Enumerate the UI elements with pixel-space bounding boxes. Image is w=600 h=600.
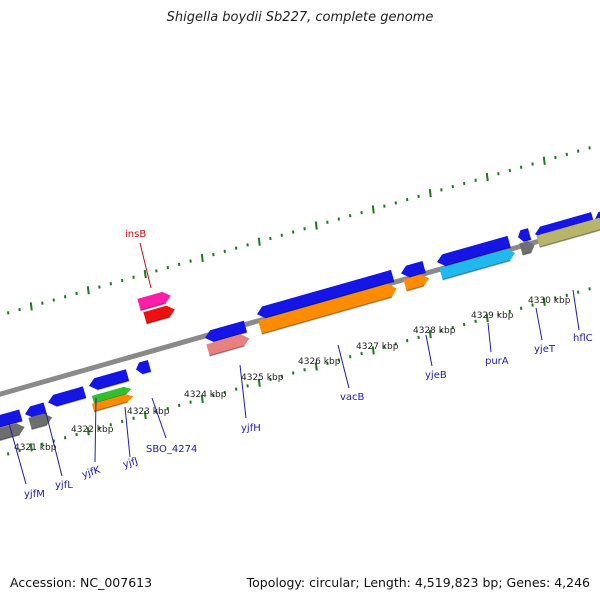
gene-label-purA: purA <box>485 356 509 367</box>
tick-mark <box>143 269 147 279</box>
leader-yjeB <box>425 334 433 367</box>
outer-tick-track <box>7 146 591 315</box>
tick-mark <box>428 189 432 198</box>
leader-yjfJ <box>124 406 131 458</box>
tick-mark <box>29 443 33 452</box>
leader-yjfH <box>239 364 247 419</box>
leader-SBO_4274 <box>151 397 167 439</box>
kbp-label-4321: 4321 kbp <box>14 443 57 453</box>
gene-arrow-pink[interactable] <box>206 333 251 357</box>
kbp-label-4328: 4328 kbp <box>413 326 456 336</box>
gene-arrow-orange-small[interactable] <box>91 392 135 413</box>
genome-summary-text: Topology: circular; Length: 4,519,823 bp… <box>246 575 590 590</box>
gene-arrow-vacB-orange[interactable] <box>258 282 398 335</box>
kbp-label-4330: 4330 kbp <box>528 296 571 306</box>
gene-label-yjfK: yjfK <box>81 465 103 481</box>
gene-arrow-SBO_4274[interactable] <box>134 359 152 375</box>
gene-label-SBO_4274: SBO_4274 <box>146 444 197 455</box>
tick-mark <box>86 286 90 295</box>
gene-label-yjeT: yjeT <box>534 344 556 355</box>
inner-tick-track <box>7 287 591 456</box>
tick-mark <box>257 237 261 246</box>
gene-arrow-yjeT-blue[interactable] <box>516 228 532 243</box>
tick-mark <box>371 205 375 214</box>
tick-mark <box>485 313 489 323</box>
kbp-label-4324: 4324 kbp <box>184 390 227 400</box>
gene-arrow-insB-magenta[interactable] <box>137 290 172 312</box>
leader-hflC <box>572 289 580 331</box>
gene-label-yjfH: yjfH <box>241 423 261 434</box>
kbp-label-4322: 4322 kbp <box>71 425 114 435</box>
accession-text: Accession: NC_007613 <box>10 575 153 590</box>
gene-label-yjeB: yjeB <box>425 370 447 381</box>
gene-arrow-far-left-1[interactable] <box>0 409 23 429</box>
gene-arrow-vacB[interactable] <box>255 269 395 320</box>
leader-yjfM <box>7 419 27 485</box>
tick-mark <box>200 253 204 262</box>
leader-yjfL <box>45 412 63 477</box>
tick-mark <box>485 172 489 182</box>
leader-yjfK <box>94 397 97 463</box>
gene-label-yjfM: yjfM <box>24 489 45 500</box>
gene-arrow-insB-red[interactable] <box>143 304 176 325</box>
tick-mark <box>314 221 318 230</box>
tick-mark <box>542 156 546 165</box>
tick-mark <box>200 394 204 403</box>
tick-mark <box>86 427 90 436</box>
tick-mark <box>257 378 261 387</box>
leader-yjeT <box>535 307 543 341</box>
gene-arrow-yjeB[interactable] <box>399 261 426 279</box>
gene-arrow-yjfL[interactable] <box>46 386 87 408</box>
tick-mark <box>542 297 546 306</box>
tick-mark <box>314 362 318 371</box>
kbp-label-4323: 4323 kbp <box>127 407 170 417</box>
gene-label-yjfL: yjfL <box>55 480 73 491</box>
leader-vacB <box>337 344 350 389</box>
gene-label-vacB: vacB <box>340 392 365 403</box>
tick-mark <box>29 302 33 311</box>
kbp-label-4327: 4327 kbp <box>356 342 399 352</box>
gene-label-yjfJ: yjfJ <box>122 456 140 471</box>
kbp-label-4326: 4326 kbp <box>298 357 341 367</box>
gene-arrow-purA[interactable] <box>435 235 511 268</box>
gene-arrow-yjeT-gray[interactable] <box>519 240 536 256</box>
leader-purA <box>487 322 492 353</box>
gene-arrow-yjfH[interactable] <box>203 320 248 344</box>
tick-mark <box>143 410 147 420</box>
gene-arrow-yjfK[interactable] <box>87 369 130 391</box>
label-leader-lines <box>7 242 580 485</box>
gene-arrow-gray-2[interactable] <box>28 412 53 431</box>
kbp-label-4325: 4325 kbp <box>241 373 284 383</box>
gene-label-hflC: hflC <box>573 333 593 344</box>
gene-arrow-purA-cyan[interactable] <box>439 247 516 281</box>
tick-mark <box>371 346 375 355</box>
gene-arrow-yjeB-orange[interactable] <box>403 273 430 292</box>
gene-label-insB: insB <box>125 229 146 240</box>
kbp-label-4329: 4329 kbp <box>471 311 514 321</box>
tick-mark <box>428 330 432 339</box>
gene-features <box>0 209 600 444</box>
gene-arrow-gray-1[interactable] <box>0 421 26 444</box>
gene-arrow-hflC-olive[interactable] <box>536 216 600 248</box>
map-title: Shigella boydii Sb227, complete genome <box>166 10 434 25</box>
leader-insB <box>139 242 152 289</box>
